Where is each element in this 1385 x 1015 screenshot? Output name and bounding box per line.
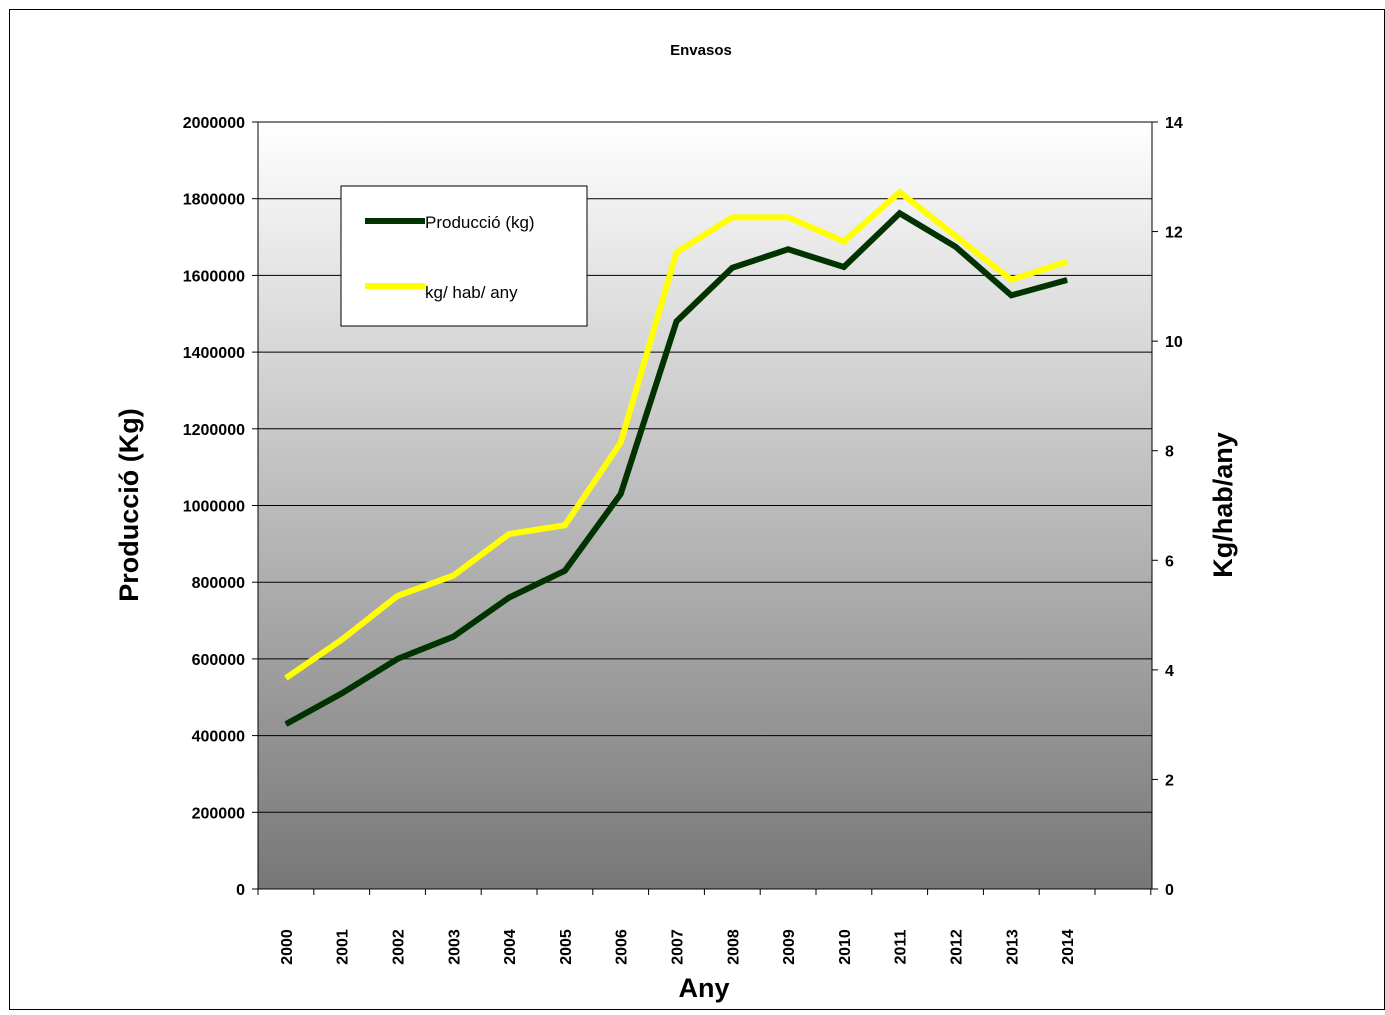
data-point xyxy=(508,533,510,535)
x-tick-label: 2004 xyxy=(502,929,519,965)
y-axis-ticks: 0 200000 400000 600000 800000 1000000 1200000 1… xyxy=(183,115,258,899)
x-tick-label: 2006 xyxy=(614,929,631,965)
x-tick-label: 2012 xyxy=(949,929,966,965)
y2-axis-label: Kg/hab/any xyxy=(1208,432,1238,578)
y-tick-label: 1200000 xyxy=(183,422,245,439)
data-point xyxy=(899,212,901,214)
y-tick-label: 1000000 xyxy=(183,499,245,516)
data-point xyxy=(564,524,566,526)
y2-tick-label: 0 xyxy=(1165,882,1174,899)
x-tick-label: 2005 xyxy=(558,929,575,965)
x-tick-label: 2001 xyxy=(335,929,352,965)
legend: Producció (kg) kg/ hab/ any xyxy=(340,185,588,327)
data-point xyxy=(899,191,901,193)
x-tick-label: 2010 xyxy=(837,929,854,965)
data-point xyxy=(676,320,677,322)
x-tick-label: 2002 xyxy=(391,929,408,965)
data-point xyxy=(787,216,789,218)
legend-label-produccio: Producció (kg) xyxy=(425,213,535,232)
data-point xyxy=(731,267,733,269)
data-point xyxy=(955,235,956,237)
x-tick-label: 2008 xyxy=(725,929,742,965)
legend-label-kghab: kg/ hab/ any xyxy=(425,283,518,302)
x-tick-label: 2014 xyxy=(1060,929,1077,965)
y2-tick-label: 8 xyxy=(1165,444,1174,461)
y-tick-label: 1800000 xyxy=(183,192,245,209)
y-tick-label: 600000 xyxy=(192,652,245,669)
y2-tick-label: 14 xyxy=(1165,115,1183,132)
data-point xyxy=(620,441,622,443)
y-tick-label: 1600000 xyxy=(183,268,245,285)
data-point xyxy=(397,658,398,660)
legend-box xyxy=(340,185,588,327)
data-point xyxy=(843,240,845,242)
data-point xyxy=(1010,279,1012,281)
data-point xyxy=(285,723,287,725)
x-axis-ticks: 2000 2001 2002 2003 2004 2005 2006 2007 2008 2009… xyxy=(257,889,1152,965)
data-point xyxy=(452,636,454,638)
y-axis-label: Producció (Kg) xyxy=(114,408,144,602)
y2-tick-label: 6 xyxy=(1165,553,1174,570)
data-point xyxy=(955,246,956,248)
chart-title: Envasos xyxy=(670,42,732,59)
x-tick-label: 2000 xyxy=(279,929,296,965)
data-point xyxy=(1066,279,1068,281)
y-tick-label: 200000 xyxy=(192,805,245,822)
y2-tick-label: 12 xyxy=(1165,225,1183,242)
x-tick-label: 2003 xyxy=(446,929,463,965)
data-point xyxy=(508,597,510,599)
data-point xyxy=(1066,261,1068,263)
data-point xyxy=(731,216,733,218)
y-tick-label: 800000 xyxy=(192,575,245,592)
data-point xyxy=(843,266,845,268)
y-tick-label: 0 xyxy=(236,882,245,899)
x-tick-label: 2007 xyxy=(670,929,687,965)
x-axis-label: Any xyxy=(678,973,729,1003)
data-point xyxy=(620,493,622,495)
data-point xyxy=(787,248,789,250)
data-point xyxy=(397,595,398,597)
y-tick-label: 1400000 xyxy=(183,345,245,362)
data-point xyxy=(1010,294,1012,296)
y-tick-label: 2000000 xyxy=(183,115,245,132)
y-tick-label: 400000 xyxy=(192,729,245,746)
x-tick-label: 2009 xyxy=(781,929,798,965)
y2-tick-label: 10 xyxy=(1165,334,1183,351)
data-point xyxy=(676,251,677,253)
data-point xyxy=(452,575,454,577)
y2-tick-label: 4 xyxy=(1165,663,1174,680)
data-point xyxy=(341,639,343,641)
series-lines xyxy=(284,188,1069,727)
x-tick-label: 2013 xyxy=(1004,929,1021,965)
data-point xyxy=(341,692,343,694)
y2-tick-label: 2 xyxy=(1165,772,1174,789)
y2-axis-ticks: 0 2 4 6 8 10 12 14 xyxy=(1152,115,1183,899)
x-tick-label: 2011 xyxy=(893,930,910,965)
data-point xyxy=(564,570,566,572)
gridlines xyxy=(258,121,1152,813)
data-point xyxy=(285,677,287,679)
